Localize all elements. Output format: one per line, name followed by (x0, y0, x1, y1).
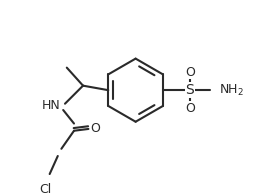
Text: O: O (185, 102, 195, 115)
Text: S: S (186, 83, 194, 97)
Text: O: O (91, 122, 101, 136)
Text: HN: HN (42, 99, 60, 112)
Text: O: O (185, 66, 195, 79)
Text: NH$_2$: NH$_2$ (219, 83, 244, 98)
Text: Cl: Cl (39, 183, 51, 195)
